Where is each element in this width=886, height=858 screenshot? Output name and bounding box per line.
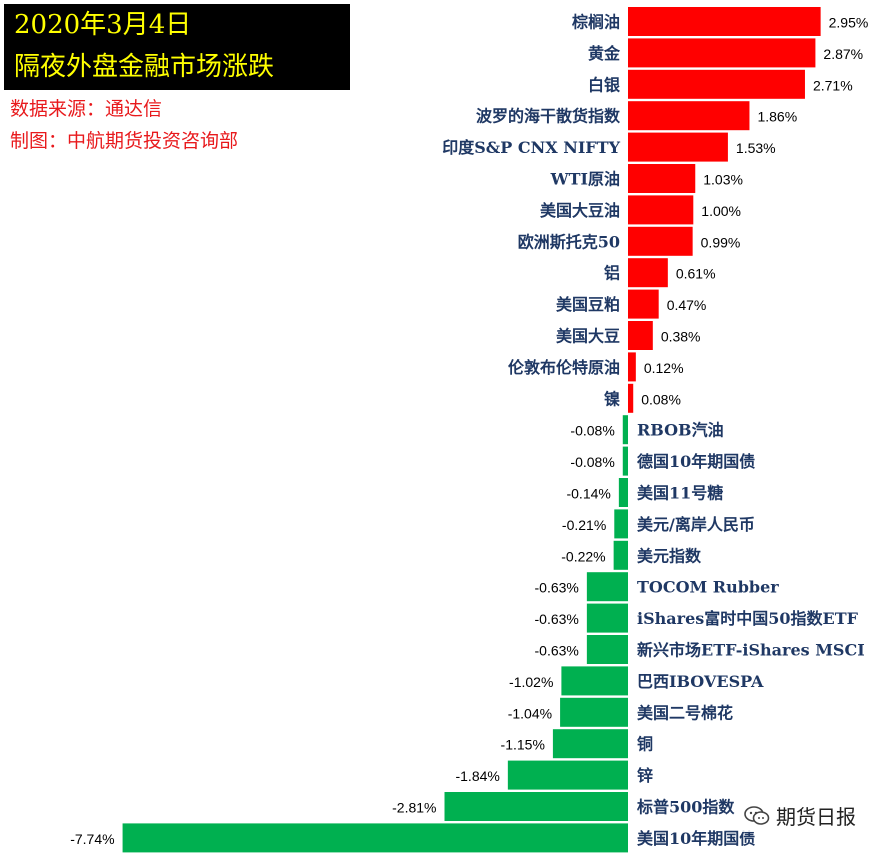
bar bbox=[628, 226, 693, 256]
bar bbox=[122, 823, 628, 853]
bar bbox=[628, 101, 750, 131]
category-label: 美国大豆油 bbox=[540, 201, 620, 220]
value-label: 1.00% bbox=[701, 203, 741, 219]
watermark: 期货日报 bbox=[740, 799, 860, 832]
category-label: 伦敦布伦特原油 bbox=[508, 358, 620, 377]
value-label: -0.08% bbox=[570, 423, 614, 439]
category-label: 锌 bbox=[637, 766, 653, 785]
category-label: 新兴市场ETF-iShares MSCI bbox=[637, 641, 865, 660]
bar bbox=[628, 7, 821, 36]
chart-maker-note: 制图：中航期货投资咨询部 bbox=[10, 130, 239, 152]
category-label: 标普500指数 bbox=[636, 798, 735, 817]
bar bbox=[628, 69, 805, 99]
category-label: 美元/离岸人民币 bbox=[637, 515, 755, 534]
bar bbox=[586, 603, 628, 633]
bar bbox=[628, 321, 653, 350]
value-label: 0.47% bbox=[667, 297, 707, 313]
bar bbox=[618, 478, 628, 507]
chart-date: 2020年3月4日 bbox=[14, 10, 192, 40]
value-label: -7.74% bbox=[70, 831, 114, 847]
bar bbox=[586, 572, 628, 602]
bar bbox=[628, 258, 668, 288]
value-label: -0.08% bbox=[570, 454, 614, 470]
value-label: 0.08% bbox=[641, 391, 681, 407]
bar bbox=[628, 195, 694, 225]
watermark-text: 期货日报 bbox=[776, 805, 856, 829]
category-label: 印度S&P CNX NIFTY bbox=[442, 138, 620, 157]
bar bbox=[628, 383, 634, 413]
bar bbox=[628, 38, 816, 68]
value-label: -0.21% bbox=[562, 517, 606, 533]
value-label: 0.12% bbox=[644, 360, 684, 376]
value-label: -1.04% bbox=[508, 705, 552, 721]
data-source-note: 数据来源：通达信 bbox=[10, 98, 163, 120]
category-label: 白银 bbox=[588, 75, 621, 94]
category-label: WTI原油 bbox=[550, 170, 620, 189]
category-label: 棕榈油 bbox=[572, 13, 620, 32]
bar bbox=[586, 635, 628, 664]
bar bbox=[622, 415, 628, 445]
chart-title: 隔夜外盘金融市场涨跌 bbox=[14, 52, 275, 82]
category-label: 美国大豆 bbox=[556, 327, 620, 346]
category-label: RBOB汽油 bbox=[637, 421, 724, 440]
value-label: -1.02% bbox=[509, 674, 553, 690]
title-box: 2020年3月4日 隔夜外盘金融市场涨跌 bbox=[4, 4, 350, 90]
bar bbox=[628, 289, 659, 319]
value-label: 2.95% bbox=[829, 15, 869, 31]
category-label: 德国10年期国债 bbox=[637, 452, 755, 471]
bar bbox=[561, 666, 628, 696]
category-label: 镍 bbox=[604, 389, 620, 408]
bar bbox=[614, 509, 628, 539]
category-label: 美国10年期国债 bbox=[637, 829, 755, 848]
value-label: -0.14% bbox=[566, 486, 610, 502]
category-label: 黄金 bbox=[588, 44, 621, 63]
bar bbox=[444, 792, 628, 821]
wechat-icon bbox=[744, 805, 770, 826]
bar bbox=[613, 540, 628, 570]
category-label: iShares富时中国50指数ETF bbox=[637, 609, 859, 628]
category-label: 欧洲斯托克50 bbox=[518, 232, 620, 251]
value-label: -1.84% bbox=[455, 768, 499, 784]
category-label: 铝 bbox=[604, 264, 620, 283]
bar bbox=[628, 164, 696, 193]
value-label: 1.53% bbox=[736, 140, 776, 156]
category-label: 美国豆粕 bbox=[556, 295, 620, 314]
value-label: -1.15% bbox=[501, 737, 545, 753]
value-label: 2.87% bbox=[823, 46, 863, 62]
category-label: 铜 bbox=[637, 735, 653, 754]
value-label: 0.38% bbox=[661, 329, 701, 345]
value-label: -0.63% bbox=[535, 580, 579, 596]
value-label: 0.99% bbox=[701, 234, 741, 250]
bar bbox=[628, 352, 636, 382]
value-label: 2.71% bbox=[813, 77, 853, 93]
bar bbox=[552, 729, 628, 759]
category-label: 波罗的海干散货指数 bbox=[476, 107, 621, 126]
category-label: 美国11号糖 bbox=[637, 484, 723, 503]
value-label: -0.63% bbox=[535, 643, 579, 659]
category-label: TOCOM Rubber bbox=[637, 578, 779, 597]
value-label: -0.22% bbox=[561, 548, 605, 564]
value-label: -2.81% bbox=[392, 800, 436, 816]
bar bbox=[628, 132, 728, 162]
bar bbox=[622, 446, 628, 476]
value-label: 1.03% bbox=[703, 172, 743, 188]
bar bbox=[560, 697, 628, 727]
category-label: 美元指数 bbox=[637, 546, 702, 565]
category-label: 美国二号棉花 bbox=[637, 703, 733, 722]
category-label: 巴西IBOVESPA bbox=[637, 672, 764, 691]
value-label: 0.61% bbox=[676, 266, 716, 282]
bar bbox=[507, 760, 628, 790]
value-label: -0.63% bbox=[535, 611, 579, 627]
value-label: 1.86% bbox=[757, 109, 797, 125]
